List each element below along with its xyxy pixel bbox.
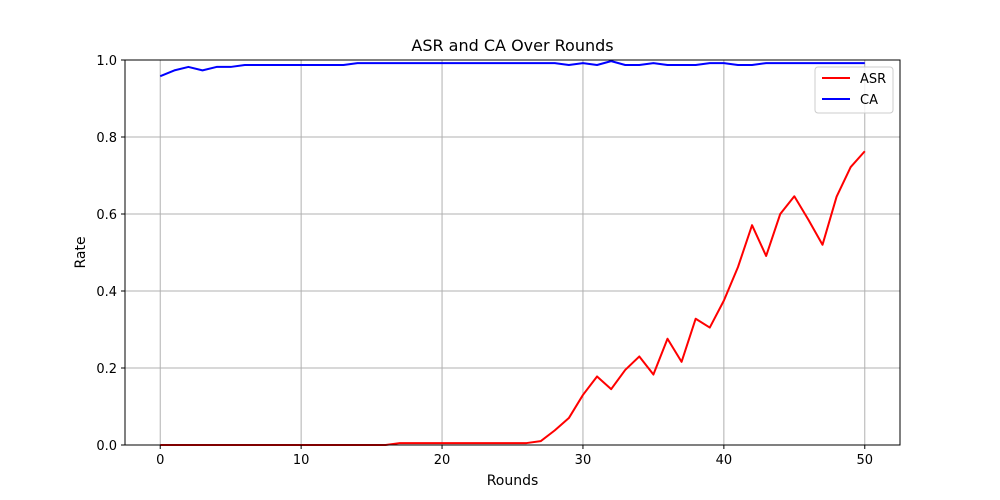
- plot-area-frame: [124, 59, 901, 446]
- legend-label-ca: CA: [860, 93, 878, 108]
- y-tick-label: 0.0: [96, 439, 117, 454]
- chart-title: ASR and CA Over Rounds: [411, 36, 613, 55]
- y-tick-label: 0.4: [96, 285, 117, 300]
- legend: ASR CA: [814, 66, 894, 114]
- x-tick-label: 10: [293, 453, 310, 468]
- y-tick-label: 0.8: [96, 131, 117, 146]
- series-line-ca: [159, 60, 865, 78]
- x-tick-label: 0: [156, 453, 164, 468]
- legend-label-asr: ASR: [860, 72, 886, 87]
- x-tick-label: 30: [575, 453, 592, 468]
- x-tick-label: 20: [434, 453, 451, 468]
- x-axis-label: Rounds: [487, 473, 539, 489]
- plot-area-background: [125, 60, 900, 445]
- y-tick-label: 0.6: [96, 208, 117, 223]
- y-axis-label: Rate: [73, 236, 89, 268]
- x-tick-label: 50: [856, 453, 873, 468]
- y-tick-label: 0.2: [96, 362, 117, 377]
- y-tick-label: 1.0: [96, 54, 117, 69]
- x-tick-label: 40: [716, 453, 733, 468]
- tick-layer: 0 10 20 30 40 50 0.0 0.2 0.4 0.6 0.8 1.0: [96, 54, 873, 468]
